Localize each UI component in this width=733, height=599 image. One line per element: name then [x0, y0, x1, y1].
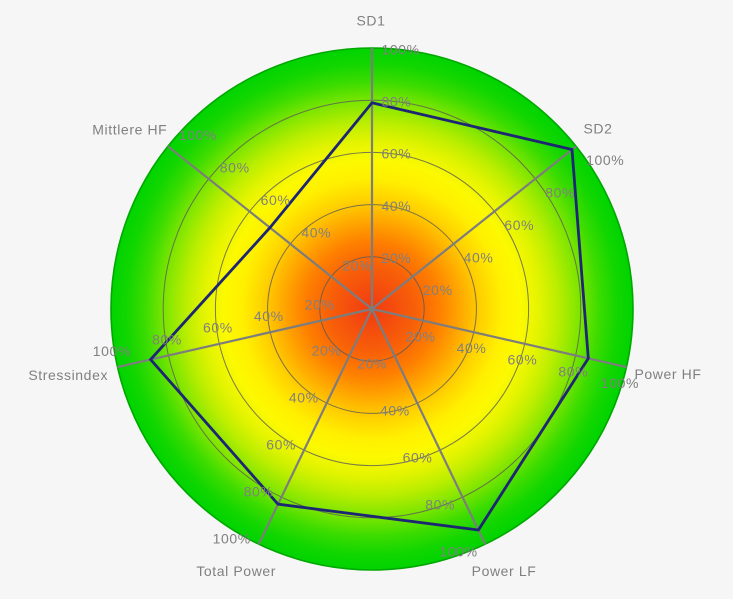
svg-text:80%: 80%	[152, 331, 182, 347]
svg-text:Power HF: Power HF	[634, 366, 701, 382]
svg-text:60%: 60%	[261, 192, 291, 208]
svg-text:100%: 100%	[601, 375, 639, 391]
svg-text:100%: 100%	[179, 127, 217, 143]
svg-text:40%: 40%	[254, 308, 284, 324]
svg-text:60%: 60%	[507, 352, 537, 368]
svg-text:80%: 80%	[244, 483, 274, 499]
svg-text:20%: 20%	[342, 257, 372, 273]
svg-text:20%: 20%	[423, 282, 453, 298]
svg-text:Power LF: Power LF	[472, 563, 537, 579]
svg-text:40%: 40%	[380, 403, 410, 419]
svg-text:60%: 60%	[266, 436, 296, 452]
svg-text:100%: 100%	[93, 343, 131, 359]
svg-text:80%: 80%	[558, 363, 588, 379]
svg-text:100%: 100%	[586, 152, 624, 168]
svg-text:40%: 40%	[464, 250, 494, 266]
svg-text:100%: 100%	[439, 544, 477, 560]
svg-text:SD2: SD2	[583, 121, 612, 137]
svg-text:60%: 60%	[203, 320, 233, 336]
svg-text:60%: 60%	[504, 217, 534, 233]
svg-text:20%: 20%	[406, 328, 436, 344]
svg-text:20%: 20%	[312, 342, 342, 358]
svg-text:40%: 40%	[289, 389, 319, 405]
svg-text:40%: 40%	[382, 198, 412, 214]
svg-text:20%: 20%	[305, 296, 335, 312]
svg-text:Total Power: Total Power	[196, 563, 276, 579]
svg-text:20%: 20%	[382, 250, 412, 266]
svg-text:80%: 80%	[220, 160, 250, 176]
svg-text:100%: 100%	[382, 41, 420, 57]
svg-text:40%: 40%	[457, 340, 487, 356]
svg-text:80%: 80%	[545, 185, 575, 201]
svg-text:60%: 60%	[382, 146, 412, 162]
svg-text:60%: 60%	[403, 450, 433, 466]
svg-text:Stressindex: Stressindex	[28, 367, 108, 383]
svg-text:20%: 20%	[357, 355, 387, 371]
svg-text:80%: 80%	[382, 94, 412, 110]
svg-text:SD1: SD1	[356, 13, 385, 29]
svg-text:Mittlere HF: Mittlere HF	[92, 122, 167, 138]
svg-text:100%: 100%	[213, 531, 251, 547]
svg-text:40%: 40%	[301, 225, 331, 241]
svg-text:80%: 80%	[425, 497, 455, 513]
